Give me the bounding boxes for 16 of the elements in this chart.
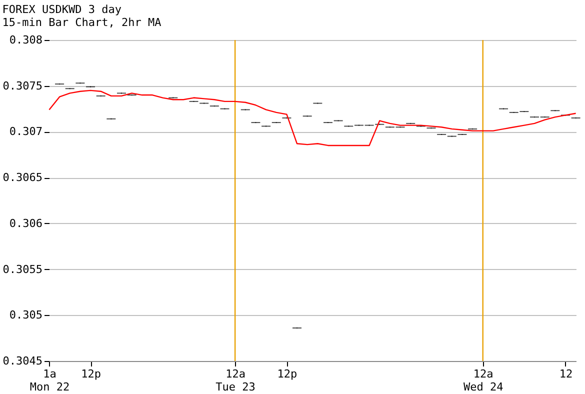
- y-tick-label: 0.3045: [2, 354, 42, 368]
- x-tick-label: 12p: [81, 368, 101, 380]
- y-tick-label: 0.3075: [2, 79, 42, 92]
- y-tick-label: 0.305: [9, 308, 42, 322]
- chart-title: FOREX USDKWD 3 day: [2, 3, 122, 16]
- x-tick-label: 12a Tue 23: [216, 368, 256, 394]
- y-tick-label: 0.306: [9, 216, 42, 230]
- y-tick-label: 0.308: [9, 34, 42, 46]
- x-tick-label: 1a Mon 22: [30, 368, 70, 394]
- x-tick-label: 12: [559, 368, 573, 380]
- x-tick-label: 12p: [277, 368, 298, 380]
- y-tick-label: 0.307: [9, 125, 42, 138]
- y-tick-label: 0.3055: [2, 262, 42, 276]
- x-tick-label: 12a Wed 24: [463, 368, 504, 394]
- chart-subtitle: 15-min Bar Chart, 2hr MA: [2, 16, 162, 29]
- y-tick-label: 0.3065: [2, 171, 42, 184]
